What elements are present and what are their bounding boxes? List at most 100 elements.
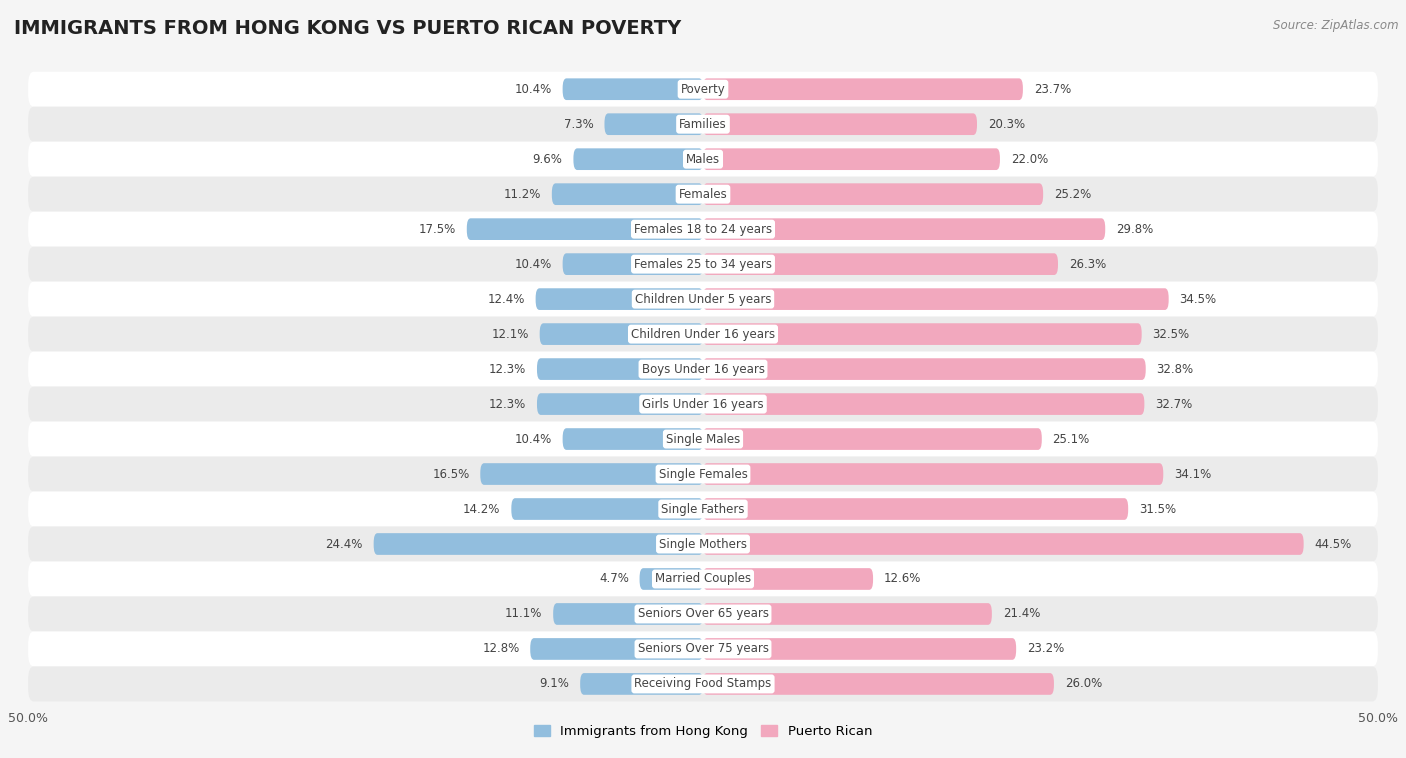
Text: IMMIGRANTS FROM HONG KONG VS PUERTO RICAN POVERTY: IMMIGRANTS FROM HONG KONG VS PUERTO RICA… <box>14 19 682 38</box>
FancyBboxPatch shape <box>467 218 703 240</box>
Text: Married Couples: Married Couples <box>655 572 751 585</box>
FancyBboxPatch shape <box>562 253 703 275</box>
FancyBboxPatch shape <box>28 107 1378 142</box>
Text: 7.3%: 7.3% <box>564 117 593 130</box>
FancyBboxPatch shape <box>581 673 703 695</box>
Text: 11.1%: 11.1% <box>505 607 543 621</box>
Text: 12.4%: 12.4% <box>488 293 524 305</box>
Text: Receiving Food Stamps: Receiving Food Stamps <box>634 678 772 691</box>
Text: 11.2%: 11.2% <box>503 188 541 201</box>
Text: 25.2%: 25.2% <box>1054 188 1091 201</box>
FancyBboxPatch shape <box>605 114 703 135</box>
FancyBboxPatch shape <box>703 673 1054 695</box>
Text: 26.0%: 26.0% <box>1064 678 1102 691</box>
Text: 26.3%: 26.3% <box>1069 258 1107 271</box>
FancyBboxPatch shape <box>537 393 703 415</box>
FancyBboxPatch shape <box>537 359 703 380</box>
FancyBboxPatch shape <box>28 562 1378 597</box>
FancyBboxPatch shape <box>28 597 1378 631</box>
FancyBboxPatch shape <box>512 498 703 520</box>
FancyBboxPatch shape <box>28 421 1378 456</box>
FancyBboxPatch shape <box>28 211 1378 246</box>
Text: Females 25 to 34 years: Females 25 to 34 years <box>634 258 772 271</box>
Text: Families: Families <box>679 117 727 130</box>
FancyBboxPatch shape <box>481 463 703 485</box>
Text: 12.3%: 12.3% <box>489 398 526 411</box>
Text: 31.5%: 31.5% <box>1139 503 1175 515</box>
FancyBboxPatch shape <box>574 149 703 170</box>
Text: 10.4%: 10.4% <box>515 83 551 96</box>
Text: 23.2%: 23.2% <box>1026 643 1064 656</box>
FancyBboxPatch shape <box>703 428 1042 450</box>
Text: 32.5%: 32.5% <box>1153 327 1189 340</box>
FancyBboxPatch shape <box>28 387 1378 421</box>
FancyBboxPatch shape <box>28 282 1378 317</box>
FancyBboxPatch shape <box>28 631 1378 666</box>
Text: 29.8%: 29.8% <box>1116 223 1153 236</box>
FancyBboxPatch shape <box>553 603 703 625</box>
Text: Source: ZipAtlas.com: Source: ZipAtlas.com <box>1274 19 1399 32</box>
Text: 4.7%: 4.7% <box>599 572 628 585</box>
Text: Males: Males <box>686 152 720 166</box>
Text: Females 18 to 24 years: Females 18 to 24 years <box>634 223 772 236</box>
FancyBboxPatch shape <box>540 323 703 345</box>
FancyBboxPatch shape <box>703 359 1146 380</box>
Text: 32.7%: 32.7% <box>1156 398 1192 411</box>
Text: 22.0%: 22.0% <box>1011 152 1047 166</box>
Text: 12.3%: 12.3% <box>489 362 526 375</box>
Text: 12.6%: 12.6% <box>884 572 921 585</box>
Text: Boys Under 16 years: Boys Under 16 years <box>641 362 765 375</box>
Text: 9.6%: 9.6% <box>533 152 562 166</box>
FancyBboxPatch shape <box>703 393 1144 415</box>
FancyBboxPatch shape <box>703 603 991 625</box>
FancyBboxPatch shape <box>28 456 1378 491</box>
Text: 10.4%: 10.4% <box>515 258 551 271</box>
Text: 34.5%: 34.5% <box>1180 293 1216 305</box>
Text: 14.2%: 14.2% <box>463 503 501 515</box>
Text: Seniors Over 75 years: Seniors Over 75 years <box>637 643 769 656</box>
Text: Single Females: Single Females <box>658 468 748 481</box>
Text: Children Under 16 years: Children Under 16 years <box>631 327 775 340</box>
FancyBboxPatch shape <box>703 78 1024 100</box>
FancyBboxPatch shape <box>703 463 1163 485</box>
Text: 12.8%: 12.8% <box>482 643 519 656</box>
Text: 23.7%: 23.7% <box>1033 83 1071 96</box>
FancyBboxPatch shape <box>28 527 1378 562</box>
FancyBboxPatch shape <box>28 177 1378 211</box>
Text: 44.5%: 44.5% <box>1315 537 1351 550</box>
FancyBboxPatch shape <box>703 498 1128 520</box>
FancyBboxPatch shape <box>28 491 1378 527</box>
FancyBboxPatch shape <box>28 72 1378 107</box>
Text: Single Mothers: Single Mothers <box>659 537 747 550</box>
FancyBboxPatch shape <box>374 533 703 555</box>
FancyBboxPatch shape <box>530 638 703 659</box>
FancyBboxPatch shape <box>703 183 1043 205</box>
FancyBboxPatch shape <box>28 142 1378 177</box>
FancyBboxPatch shape <box>28 666 1378 701</box>
FancyBboxPatch shape <box>28 246 1378 282</box>
FancyBboxPatch shape <box>536 288 703 310</box>
Text: 16.5%: 16.5% <box>432 468 470 481</box>
FancyBboxPatch shape <box>562 78 703 100</box>
Text: 10.4%: 10.4% <box>515 433 551 446</box>
Text: Poverty: Poverty <box>681 83 725 96</box>
FancyBboxPatch shape <box>703 288 1168 310</box>
FancyBboxPatch shape <box>551 183 703 205</box>
FancyBboxPatch shape <box>703 323 1142 345</box>
FancyBboxPatch shape <box>703 533 1303 555</box>
Text: Girls Under 16 years: Girls Under 16 years <box>643 398 763 411</box>
Text: 32.8%: 32.8% <box>1157 362 1194 375</box>
FancyBboxPatch shape <box>703 638 1017 659</box>
FancyBboxPatch shape <box>703 253 1057 275</box>
Text: 9.1%: 9.1% <box>540 678 569 691</box>
FancyBboxPatch shape <box>703 149 1000 170</box>
FancyBboxPatch shape <box>703 114 977 135</box>
Text: 12.1%: 12.1% <box>492 327 529 340</box>
FancyBboxPatch shape <box>640 568 703 590</box>
FancyBboxPatch shape <box>703 218 1105 240</box>
Text: 25.1%: 25.1% <box>1053 433 1090 446</box>
Text: 17.5%: 17.5% <box>419 223 456 236</box>
Text: 24.4%: 24.4% <box>325 537 363 550</box>
Text: Single Fathers: Single Fathers <box>661 503 745 515</box>
Text: 21.4%: 21.4% <box>1002 607 1040 621</box>
